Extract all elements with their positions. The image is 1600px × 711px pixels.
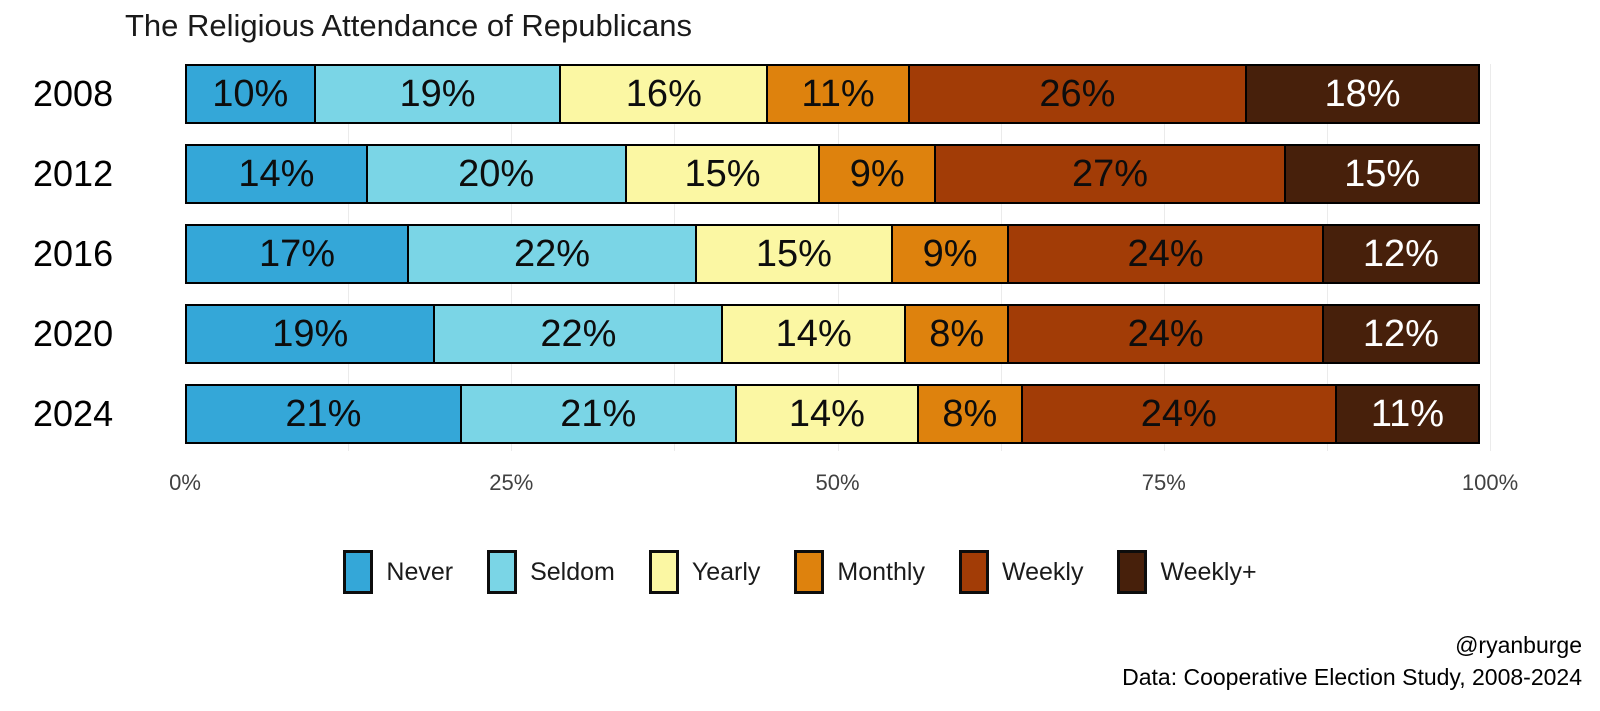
segment-monthly: 8%: [917, 384, 1023, 444]
segment-weekly: 26%: [907, 64, 1248, 124]
legend-label: Weekly: [1001, 557, 1084, 586]
legend-label: Never: [386, 557, 454, 586]
segment-monthly: 9%: [818, 144, 936, 204]
chart-row-2024: 2024 21% 21% 14% 8% 24% 11%: [0, 384, 1600, 444]
legend-item-yearly: Yearly: [648, 550, 761, 594]
segment-yearly: 15%: [624, 144, 821, 204]
gridline: [1490, 64, 1491, 451]
x-tick-label: 25%: [489, 470, 534, 495]
row-bar: 14% 20% 15% 9% 27% 15%: [185, 144, 1490, 204]
row-bar: 19% 22% 14% 8% 24% 12%: [185, 304, 1490, 364]
legend-item-monthly: Monthly: [794, 550, 925, 594]
legend-swatch-weekly-plus: [1117, 550, 1148, 594]
segment-seldom: 20%: [365, 144, 627, 204]
chart-row-2012: 2012 14% 20% 15% 9% 27% 15%: [0, 144, 1600, 204]
segment-never: 19%: [185, 304, 436, 364]
segment-weekly: 24%: [1007, 224, 1324, 284]
legend-item-weekly-plus: Weekly+: [1117, 550, 1257, 594]
row-year-label: 2024: [33, 393, 114, 434]
legend-label: Yearly: [691, 557, 761, 586]
chart-rows: 2008 10% 19% 16% 11% 26% 18% 2012 14% 20% 15% 9% 27%…: [0, 64, 1600, 444]
segment-yearly: 15%: [695, 224, 893, 284]
segment-weekly-plus: 12%: [1321, 304, 1480, 364]
segment-seldom: 21%: [459, 384, 737, 444]
segment-monthly: 11%: [766, 64, 910, 124]
caption-source: Data: Cooperative Election Study, 2008-2…: [1122, 663, 1582, 690]
x-tick-label: 100%: [1461, 470, 1519, 495]
segment-yearly: 16%: [559, 64, 769, 124]
legend-swatch-seldom: [487, 550, 518, 594]
legend: Never Seldom Yearly Monthly Weekly Weekly+: [0, 550, 1600, 594]
segment-never: 10%: [185, 64, 316, 124]
chart-row-2008: 2008 10% 19% 16% 11% 26% 18%: [0, 64, 1600, 124]
legend-swatch-never: [343, 550, 374, 594]
segment-weekly-plus: 18%: [1245, 64, 1480, 124]
segment-weekly: 24%: [1007, 304, 1324, 364]
stacked-bar-chart: 2008 10% 19% 16% 11% 26% 18% 2012 14% 20% 15% 9% 27%…: [0, 64, 1600, 506]
legend-swatch-monthly: [794, 550, 825, 594]
row-year-label: 2008: [33, 73, 114, 114]
x-tick-label: 75%: [1141, 470, 1186, 495]
row-bar: 17% 22% 15% 9% 24% 12%: [185, 224, 1490, 284]
caption-handle: @ryanburge: [1455, 632, 1582, 658]
segment-yearly: 14%: [721, 304, 906, 364]
x-axis: 0% 25% 50% 75% 100%: [169, 464, 1518, 506]
segment-seldom: 22%: [433, 304, 724, 364]
legend-label: Monthly: [837, 557, 925, 586]
legend-item-seldom: Seldom: [487, 550, 615, 594]
segment-never: 21%: [185, 384, 462, 444]
chart-title: The Religious Attendance of Republicans: [125, 8, 692, 43]
legend-swatch-weekly: [958, 550, 989, 594]
x-tick-label: 50%: [815, 470, 860, 495]
legend-label: Weekly+: [1160, 557, 1257, 586]
legend-item-never: Never: [343, 550, 453, 594]
segment-weekly-plus: 12%: [1321, 224, 1480, 284]
segment-monthly: 8%: [903, 304, 1010, 364]
chart-row-2016: 2016 17% 22% 15% 9% 24% 12%: [0, 224, 1600, 284]
legend-item-weekly: Weekly: [958, 550, 1084, 594]
caption: @ryanburge Data: Cooperative Election St…: [1122, 630, 1582, 693]
legend-label: Seldom: [530, 557, 615, 586]
segment-weekly: 27%: [933, 144, 1287, 204]
x-tick-label: 0%: [169, 470, 201, 495]
row-bar: 21% 21% 14% 8% 24% 11%: [185, 384, 1490, 444]
row-bar: 10% 19% 16% 11% 26% 18%: [185, 64, 1490, 124]
segment-weekly: 24%: [1020, 384, 1337, 444]
row-year-label: 2012: [33, 153, 114, 194]
segment-never: 14%: [185, 144, 368, 204]
legend-swatch-yearly: [648, 550, 679, 594]
segment-weekly-plus: 15%: [1284, 144, 1480, 204]
row-year-label: 2020: [33, 313, 114, 354]
segment-weekly-plus: 11%: [1334, 384, 1480, 444]
row-year-label: 2016: [33, 233, 114, 274]
segment-yearly: 14%: [734, 384, 920, 444]
segment-monthly: 9%: [890, 224, 1010, 284]
segment-seldom: 19%: [313, 64, 562, 124]
chart-row-2020: 2020 19% 22% 14% 8% 24% 12%: [0, 304, 1600, 364]
segment-never: 17%: [185, 224, 410, 284]
segment-seldom: 22%: [407, 224, 698, 284]
